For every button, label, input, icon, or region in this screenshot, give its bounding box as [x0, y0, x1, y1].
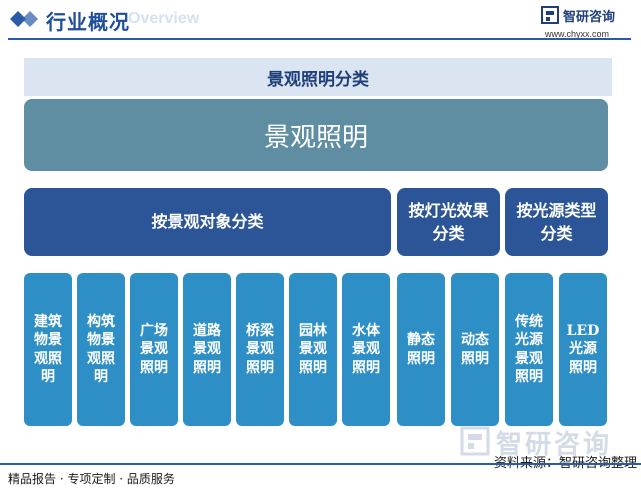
- footer-tagline: 精品报告 · 专项定制 · 品质服务: [8, 472, 175, 486]
- watermark: 智研咨询: [460, 424, 640, 460]
- leaf-road-lighting: 道路景观照明: [183, 273, 231, 426]
- leaf-static-lighting: 静态照明: [397, 273, 445, 426]
- brand: 智研咨询 www.chyxx.com: [541, 5, 631, 41]
- category-by-light-effect: 按灯光效果分类: [397, 188, 500, 256]
- leaf-plaza-lighting: 广场景观照明: [130, 273, 178, 426]
- header-divider: [8, 38, 631, 40]
- category-by-object: 按景观对象分类: [24, 188, 391, 256]
- root-node: 景观照明: [24, 99, 608, 171]
- leaf-water-lighting: 水体景观照明: [342, 273, 390, 426]
- leaf-garden-lighting: 园林景观照明: [289, 273, 337, 426]
- header-english-subtitle: Overview: [128, 10, 200, 27]
- page-header: Overview 行业概况 智研咨询 www.chyxx.com: [0, 0, 641, 40]
- source-note: 资料来源：智研咨询整理: [494, 456, 638, 471]
- leaf-led-source-lighting: LED光源照明: [559, 273, 607, 426]
- leaf-traditional-source-lighting: 传统光源景观照明: [505, 273, 553, 426]
- leaf-dynamic-lighting: 动态照明: [451, 273, 499, 426]
- leaf-structure-lighting: 构筑物景观照明: [77, 273, 125, 426]
- brand-url: www.chyxx.com: [545, 29, 610, 39]
- leaf-building-lighting: 建筑物景观照明: [24, 273, 72, 426]
- header-title: 行业概况: [46, 10, 130, 34]
- category-by-light-source: 按光源类型分类: [505, 188, 608, 256]
- classification-title: 景观照明分类: [24, 58, 612, 96]
- leaf-bridge-lighting: 桥梁景观照明: [236, 273, 284, 426]
- watermark-logo-icon: [460, 426, 490, 456]
- brand-logo-icon: [541, 6, 559, 24]
- footer-divider: [0, 463, 641, 465]
- brand-name: 智研咨询: [563, 10, 616, 25]
- watermark-text: 智研咨询: [496, 430, 613, 460]
- header-chevron-icon: [10, 11, 38, 27]
